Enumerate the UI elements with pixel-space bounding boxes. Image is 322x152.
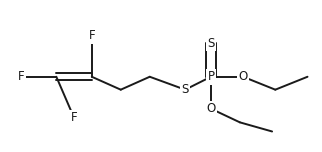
Text: F: F — [18, 70, 24, 83]
Text: F: F — [71, 111, 77, 124]
Text: O: O — [206, 102, 215, 115]
Text: S: S — [207, 37, 214, 50]
Text: S: S — [182, 83, 189, 96]
Text: F: F — [89, 29, 95, 42]
Text: P: P — [207, 70, 214, 83]
Text: O: O — [239, 70, 248, 83]
